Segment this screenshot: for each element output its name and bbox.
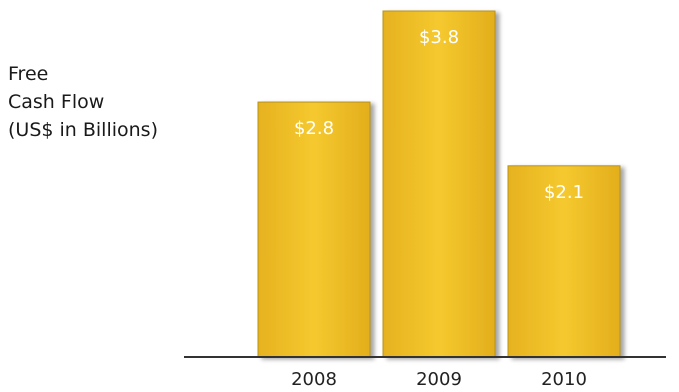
data-label-2010: $2.1 (544, 182, 584, 203)
x-tick-label-2008: 2008 (291, 369, 337, 390)
y-axis-label-line-2: Cash Flow (8, 91, 105, 113)
x-tick-label-2010: 2010 (541, 369, 587, 390)
data-label-2009: $3.8 (419, 27, 459, 48)
bar-2010 (507, 165, 621, 358)
x-tick-label-2009: 2009 (416, 369, 462, 390)
y-axis-label-line-3: (US$ in Billions) (8, 119, 158, 141)
bar-2009 (382, 10, 496, 358)
bar-2008 (257, 101, 371, 358)
data-label-2008: $2.8 (294, 118, 334, 139)
y-axis-label-line-1: Free (8, 63, 49, 85)
y-axis-label: Free Cash Flow (US$ in Billions) (8, 60, 158, 144)
